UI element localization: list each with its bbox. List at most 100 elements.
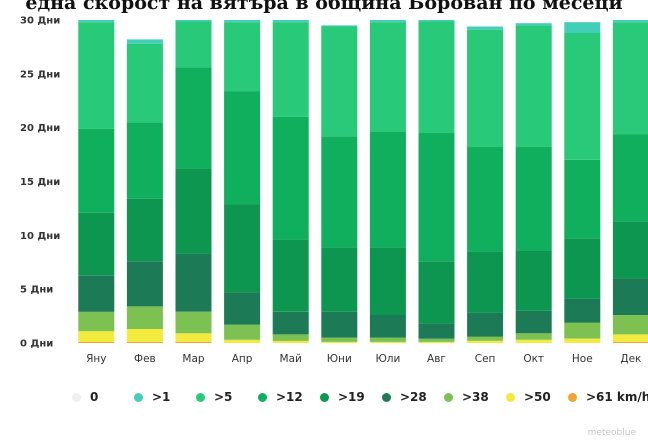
x-tick-label: Авг — [427, 353, 446, 365]
bar-segment — [515, 333, 552, 340]
bar-segment — [175, 341, 212, 343]
bar-segment — [272, 239, 309, 312]
bar-segment — [564, 160, 601, 239]
bar-segment — [418, 21, 455, 134]
y-tick-label: 0 Дни — [20, 339, 53, 350]
x-tick-label: Фев — [134, 353, 156, 365]
bar-segment — [515, 25, 552, 148]
bar-segment — [126, 122, 163, 199]
legend-label: >1 — [152, 390, 171, 404]
legend-label: >61 km/h — [586, 390, 648, 404]
bar-segment — [612, 341, 648, 343]
bar-segment — [272, 116, 309, 240]
x-tick-label: Ное — [572, 353, 593, 365]
bar-segment — [515, 250, 552, 311]
bar-segment — [224, 20, 261, 23]
bar-segment — [321, 26, 358, 137]
bar-segment — [126, 306, 163, 329]
bar-segment — [78, 341, 115, 343]
bar-segment — [126, 261, 163, 307]
bar-segment — [321, 136, 358, 248]
bar-segment — [78, 128, 115, 213]
legend-item: 0 — [72, 388, 134, 406]
legend-swatch — [72, 392, 81, 402]
bar-segment — [224, 292, 261, 325]
legend-swatch — [196, 392, 205, 402]
bar-segment — [224, 339, 261, 343]
legend-swatch — [444, 392, 453, 402]
legend-swatch — [506, 392, 515, 402]
bar-segment — [321, 341, 358, 343]
bar-segment — [564, 238, 601, 299]
bar-segment — [272, 311, 309, 335]
watermark: meteoblue — [587, 428, 636, 438]
y-tick-label: 30 Дни — [20, 16, 60, 27]
bar-segment — [515, 147, 552, 251]
bar-segment — [224, 91, 261, 205]
bar-segment — [369, 22, 406, 133]
legend-item: >38 — [444, 388, 506, 406]
bar-segment — [272, 340, 309, 343]
legend-label: >19 — [338, 390, 365, 404]
legend-item: >12 — [258, 388, 320, 406]
bar-segment — [612, 20, 648, 23]
bar-segment — [515, 23, 552, 26]
legend-swatch — [258, 392, 267, 402]
y-axis: 0 Дни 5 Дни 10 Дни 15 Дни 20 Дни 25 Дни 30 Дни — [20, 16, 60, 350]
bar-segment — [78, 212, 115, 276]
bar-segment — [126, 43, 163, 123]
bar-segment — [175, 21, 212, 68]
bar-segment — [175, 253, 212, 312]
bar-segment — [369, 315, 406, 338]
bar-segment — [224, 324, 261, 340]
legend-swatch — [382, 392, 391, 402]
bar-segment — [612, 315, 648, 335]
bar-segment — [175, 67, 212, 169]
x-tick-label: Юли — [375, 353, 400, 365]
bar-segment — [175, 20, 212, 22]
bar-segment — [321, 247, 358, 312]
bar-segment — [564, 32, 601, 160]
bar-segment — [418, 338, 455, 342]
legend-label: >50 — [524, 390, 551, 404]
bar-segment — [78, 311, 115, 332]
legend-item: >1 — [134, 388, 196, 406]
chart-title: една скорост на вятъра в община Борован … — [25, 0, 623, 14]
legend-label: >28 — [400, 390, 427, 404]
bar-segment — [126, 39, 163, 44]
bar-segment — [369, 341, 406, 343]
bar-segment — [369, 247, 406, 315]
legend-label: >38 — [462, 390, 489, 404]
y-tick-label: 25 Дни — [20, 69, 60, 80]
legend-item: >19 — [320, 388, 382, 406]
bar-segment — [224, 204, 261, 293]
y-tick-label: 5 Дни — [20, 285, 53, 296]
legend-item: >5 — [196, 388, 258, 406]
bar-segment — [369, 337, 406, 342]
bar-segment — [418, 261, 455, 324]
bar-segment — [321, 311, 358, 338]
bar-segment — [467, 251, 504, 313]
bar-segment — [126, 329, 163, 342]
bar-segment — [515, 339, 552, 343]
bar-segment — [418, 133, 455, 262]
bars-group — [78, 20, 648, 343]
x-tick-label: Яну — [86, 353, 106, 365]
bar-segment — [612, 221, 648, 279]
y-tick-label: 10 Дни — [20, 231, 60, 242]
x-tick-label: Юни — [327, 353, 352, 365]
legend-item: >50 — [506, 388, 568, 406]
bar-segment — [224, 22, 261, 92]
legend-swatch — [320, 392, 329, 402]
bar-segment — [612, 334, 648, 342]
bar-segment — [78, 275, 115, 312]
bar-segment — [467, 29, 504, 148]
bar-segment — [564, 322, 601, 339]
x-tick-label: Окт — [523, 353, 544, 365]
bar-segment — [175, 333, 212, 342]
x-tick-label: Сеп — [475, 353, 496, 365]
bar-segment — [515, 310, 552, 334]
x-tick-label: Апр — [232, 353, 253, 365]
bar-segment — [369, 20, 406, 23]
